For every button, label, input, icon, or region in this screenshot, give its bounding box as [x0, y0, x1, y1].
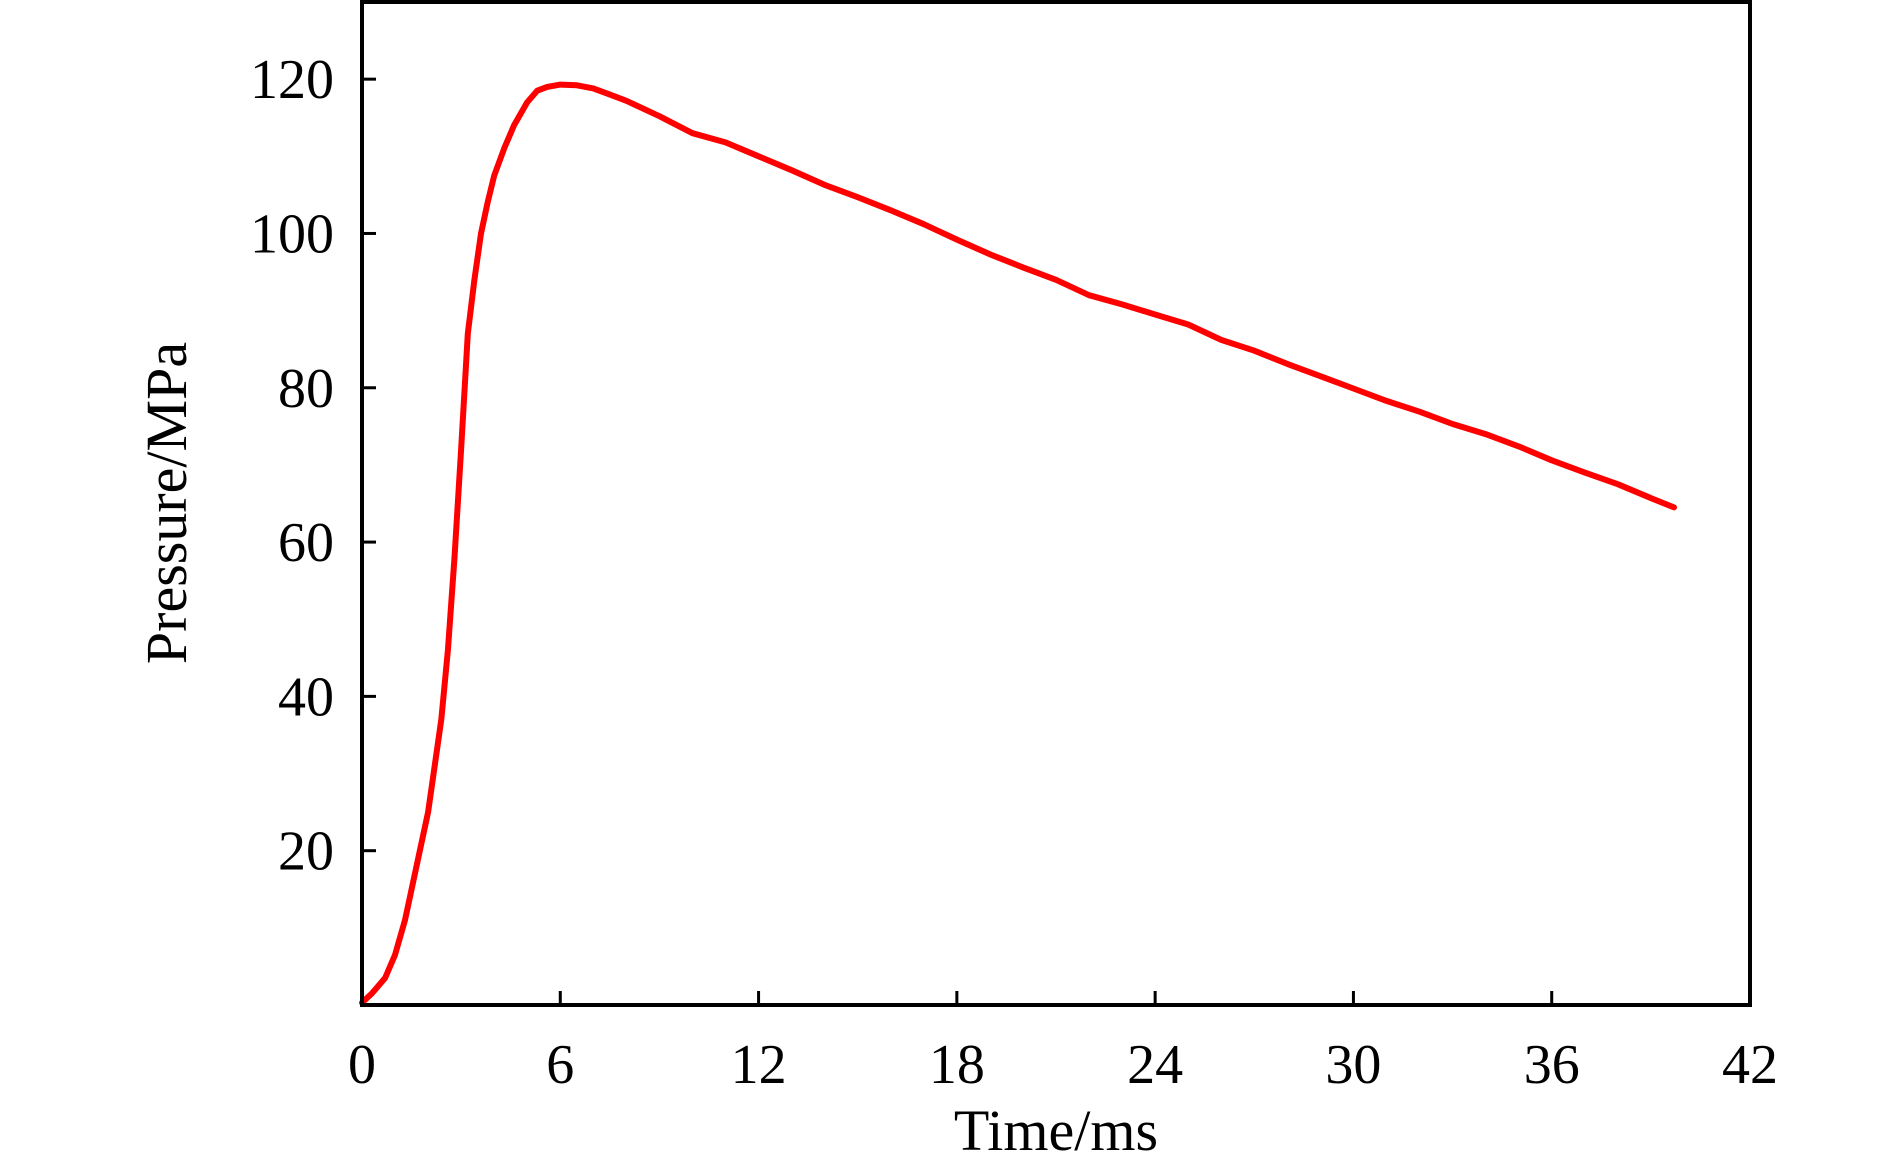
y-tick-label: 60 [278, 512, 334, 574]
y-axis-title: Pressure/MPa [134, 342, 199, 664]
series-layer [359, 81, 1677, 1006]
x-tick-label: 30 [1325, 1034, 1381, 1096]
y-tick-label: 80 [278, 358, 334, 420]
y-tick-label: 120 [250, 49, 334, 111]
plot-frame [360, 0, 1752, 1007]
x-tick-label: 42 [1722, 1034, 1778, 1096]
x-tick-label: 0 [348, 1034, 376, 1096]
y-tick-label: 100 [250, 203, 334, 265]
x-tick-label: 36 [1524, 1034, 1580, 1096]
x-tick-label: 6 [546, 1034, 574, 1096]
x-tick-label: 24 [1127, 1034, 1183, 1096]
x-tick-label: 18 [929, 1034, 985, 1096]
x-axis-title: Time/ms [954, 1098, 1158, 1156]
pressure-series-line [359, 81, 1677, 1006]
y-tick-label: 40 [278, 666, 334, 728]
y-tick-label: 20 [278, 821, 334, 883]
ticks-layer: 0 6 12 18 24 30 36 42 20 40 60 80 100 120 [250, 49, 1778, 1096]
x-tick-label: 12 [731, 1034, 787, 1096]
